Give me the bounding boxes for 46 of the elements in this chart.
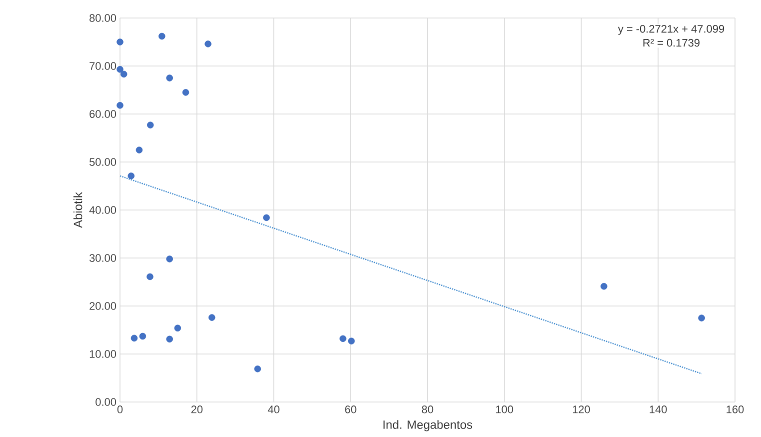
x-axis-title: Ind. Megabentos xyxy=(384,420,472,432)
point xyxy=(348,338,355,344)
y-tick-label: 40.00 xyxy=(89,206,116,214)
point xyxy=(116,66,124,73)
point xyxy=(166,256,173,262)
point xyxy=(182,89,190,96)
point xyxy=(340,335,346,342)
x-tick-label: 140 xyxy=(650,406,667,414)
point xyxy=(698,314,705,322)
point xyxy=(208,314,216,321)
point xyxy=(146,273,154,280)
point xyxy=(120,70,128,78)
x-tick-label: 0 xyxy=(117,406,123,414)
y-tick-label: 30.00 xyxy=(89,254,116,262)
y-tick-label: 60.00 xyxy=(90,110,116,118)
y-tick-label: 70.00 xyxy=(90,62,116,70)
point xyxy=(146,122,154,128)
point xyxy=(204,40,212,48)
annotation: y = -0.2721x + 47.099 xyxy=(618,24,724,35)
y-tick-label: 80.00 xyxy=(90,14,116,22)
y-tick-label: 20.00 xyxy=(90,302,116,310)
y-axis-title: Abiotik xyxy=(73,192,82,228)
point xyxy=(263,214,270,222)
y-tick-label: 50.00 xyxy=(89,158,116,166)
x-tick-label: 120 xyxy=(572,406,590,414)
point xyxy=(600,282,608,290)
x-tick-label: 80 xyxy=(422,406,434,414)
point xyxy=(158,32,166,40)
point xyxy=(174,324,182,332)
point xyxy=(166,336,173,343)
x-tick-label: 160 xyxy=(726,406,744,414)
x-tick-label: 100 xyxy=(496,406,514,414)
point xyxy=(136,146,143,154)
annotation: R² = 0.1739 xyxy=(643,38,700,47)
point xyxy=(128,172,135,180)
point xyxy=(254,365,261,372)
x-tick-label: 40 xyxy=(268,406,280,414)
x-tick-label: 20 xyxy=(191,406,203,414)
point xyxy=(116,102,124,109)
point xyxy=(116,38,124,46)
point xyxy=(130,334,138,342)
y-tick-label: 10.00 xyxy=(90,350,116,358)
y-tick-label: 0.00 xyxy=(96,398,116,406)
point xyxy=(139,332,146,340)
point xyxy=(166,74,173,82)
x-tick-label: 60 xyxy=(345,406,356,414)
